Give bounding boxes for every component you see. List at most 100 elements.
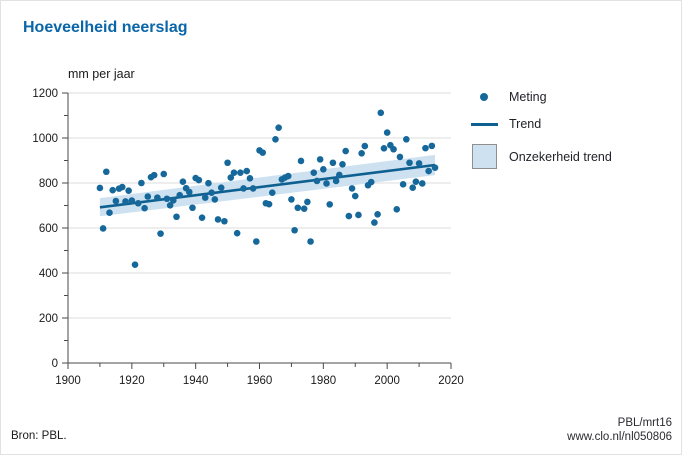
data-point (109, 186, 116, 194)
y-tick-label: 1000 (32, 133, 58, 145)
data-point (313, 177, 321, 185)
data-point (185, 188, 193, 196)
x-tick-label: 1960 (247, 375, 273, 387)
y-tick-label: 400 (39, 268, 58, 280)
data-point (422, 144, 429, 152)
data-point (233, 229, 241, 237)
data-point (131, 261, 139, 268)
data-point (425, 167, 432, 175)
data-point (351, 192, 359, 200)
x-tick-label: 1940 (183, 375, 209, 387)
data-point (138, 179, 145, 187)
data-point (268, 189, 276, 196)
data-point (150, 171, 158, 179)
chart-legend: Meting Trend Onzekerheid trend (469, 90, 669, 169)
data-point (173, 213, 180, 221)
data-point (118, 183, 126, 191)
data-point (361, 142, 369, 150)
data-point (224, 159, 231, 167)
x-tick-label: 1980 (311, 375, 337, 387)
data-point (310, 169, 318, 176)
data-point (415, 160, 423, 167)
data-point (237, 169, 244, 176)
source-text: Bron: PBL. (11, 430, 67, 442)
y-axis-unit-label: mm per jaar (68, 67, 135, 81)
data-point (418, 180, 426, 187)
data-point (201, 194, 209, 201)
data-point (300, 205, 308, 212)
data-point (304, 198, 311, 206)
data-point (396, 153, 404, 161)
data-point (166, 201, 174, 209)
data-point (367, 178, 375, 186)
data-point (412, 178, 420, 185)
data-point (348, 185, 356, 192)
data-point (189, 204, 196, 212)
legend-label: Onzekerheid trend (509, 149, 612, 164)
data-point (272, 136, 279, 143)
data-point (246, 174, 254, 182)
data-point (144, 193, 152, 200)
data-point (160, 170, 168, 178)
data-point (128, 197, 136, 204)
data-point (371, 219, 378, 226)
y-tick-label: 600 (39, 223, 58, 235)
credit-url[interactable]: www.clo.nl/nl050806 (567, 431, 672, 443)
data-point (428, 142, 436, 150)
data-point (307, 238, 314, 245)
data-point (275, 124, 282, 131)
data-point (377, 109, 385, 117)
data-point (170, 197, 177, 204)
data-point (103, 168, 110, 176)
legend-item-onzekerheid: Onzekerheid trend (469, 144, 669, 169)
data-point (253, 238, 260, 245)
data-point (141, 204, 148, 212)
data-point (259, 149, 266, 156)
data-point (249, 185, 257, 192)
data-point (217, 184, 225, 192)
data-point (332, 177, 340, 185)
data-point (403, 136, 410, 143)
data-point (265, 200, 273, 208)
data-point (211, 196, 219, 203)
data-point (198, 214, 206, 221)
data-point (323, 180, 330, 187)
data-point (335, 171, 343, 179)
data-point (320, 165, 327, 173)
data-point (205, 179, 212, 187)
x-tick-label: 1900 (55, 375, 81, 387)
data-point (409, 184, 417, 192)
data-point (208, 189, 215, 196)
data-point (399, 181, 407, 188)
scatter-point-marker-icon (480, 93, 488, 101)
data-point (134, 199, 142, 207)
data-point (374, 210, 381, 218)
y-tick-label: 200 (39, 313, 58, 325)
data-point (316, 156, 324, 163)
data-point (294, 204, 302, 212)
data-point (227, 174, 235, 181)
data-point (342, 147, 349, 155)
data-point (221, 217, 228, 225)
data-point (243, 167, 251, 175)
data-point (358, 150, 365, 157)
data-point (230, 169, 238, 176)
legend-item-meting: Meting (469, 90, 669, 104)
uncertainty-band-marker-icon (471, 144, 497, 169)
data-point (195, 176, 203, 184)
legend-label: Meting (509, 90, 547, 104)
data-point (122, 198, 129, 205)
y-tick-label: 800 (39, 178, 58, 190)
data-point (406, 159, 413, 167)
data-point (355, 211, 362, 219)
data-point (284, 172, 292, 180)
trend-line-marker-icon (470, 122, 498, 126)
data-point (345, 212, 353, 220)
data-point (431, 164, 439, 171)
page-title: Hoeveelheid neerslag (23, 19, 188, 36)
data-point (326, 201, 334, 208)
data-point (96, 184, 104, 192)
legend-item-trend: Trend (469, 117, 669, 131)
